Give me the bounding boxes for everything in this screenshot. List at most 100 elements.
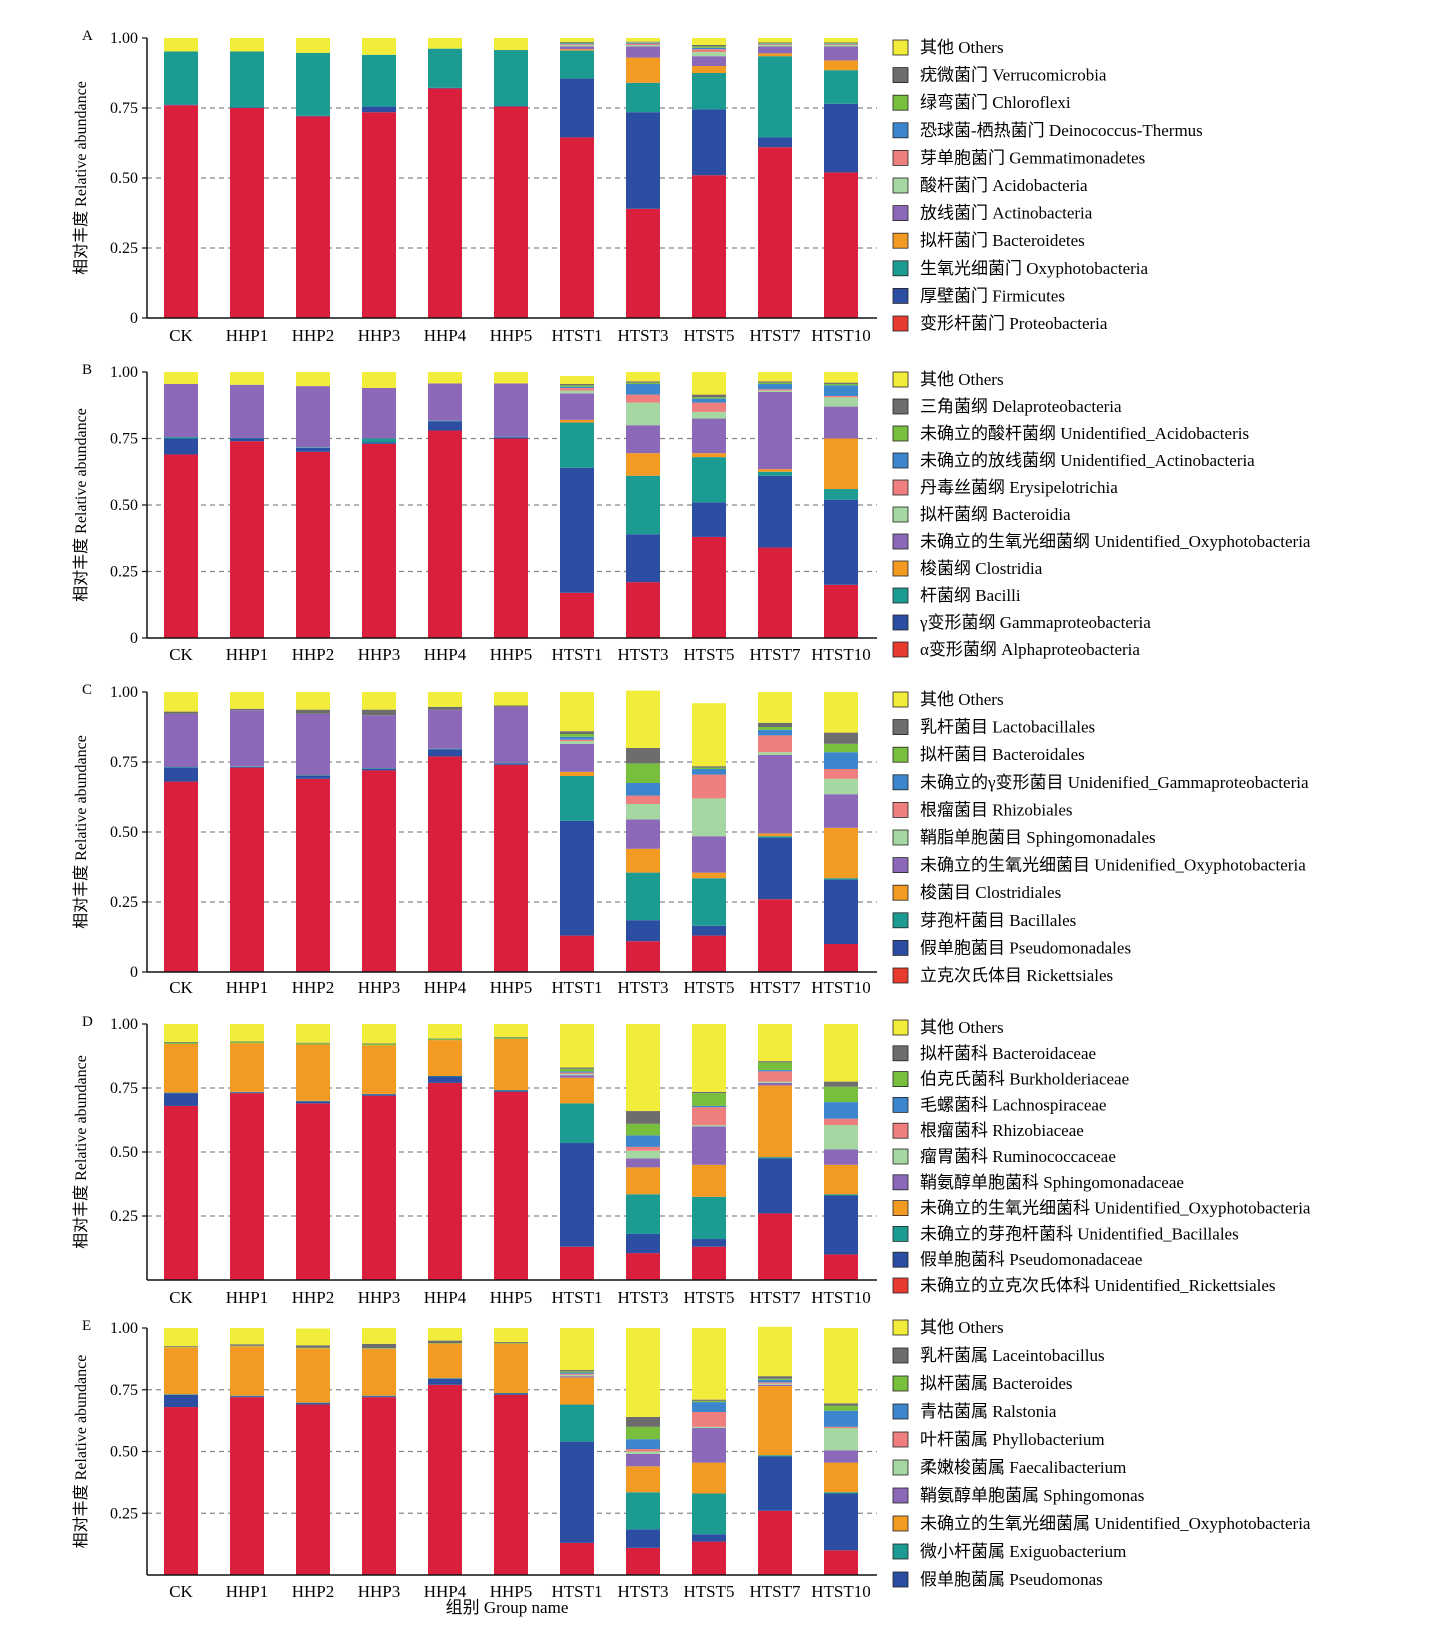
bar-segment bbox=[824, 1125, 858, 1150]
legend-label: 叶杆菌属 Phyllobacterium bbox=[920, 1430, 1105, 1449]
bar-segment bbox=[824, 383, 858, 386]
bar-segment bbox=[428, 430, 462, 638]
category-label: HTST1 bbox=[552, 1288, 603, 1307]
bar-segment bbox=[824, 1410, 858, 1427]
bar-segment bbox=[824, 692, 858, 733]
bar-segment bbox=[230, 1346, 264, 1396]
legend-swatch bbox=[892, 1403, 909, 1420]
bar-segment bbox=[230, 372, 264, 385]
bar-segment bbox=[692, 1493, 726, 1535]
legend-label: 其他 Others bbox=[920, 1318, 1004, 1337]
bar-segment bbox=[758, 547, 792, 638]
bar-segment bbox=[560, 692, 594, 732]
bar-segment bbox=[824, 1195, 858, 1255]
category-label: HHP2 bbox=[292, 978, 335, 997]
bar-segment bbox=[626, 582, 660, 638]
bar-segment bbox=[362, 1093, 396, 1095]
bar-segment bbox=[626, 1150, 660, 1159]
legend-swatch bbox=[892, 452, 909, 469]
bar-segment bbox=[626, 1492, 660, 1530]
bar-segment bbox=[626, 453, 660, 476]
bar-segment bbox=[560, 1376, 594, 1378]
bar-segment bbox=[362, 1348, 396, 1396]
bar-segment bbox=[758, 137, 792, 148]
bar-segment bbox=[692, 1428, 726, 1463]
bar-segment bbox=[824, 46, 858, 61]
bar-segment bbox=[494, 1393, 528, 1395]
bar-segment bbox=[824, 499, 858, 585]
bar-segment bbox=[428, 756, 462, 972]
bar-segment bbox=[626, 41, 660, 43]
bar-segment bbox=[692, 872, 726, 879]
bar-segment bbox=[428, 420, 462, 422]
bar-segment bbox=[428, 1038, 462, 1039]
legend-label: 鞘氨醇单胞菌属 Sphingomonas bbox=[920, 1486, 1144, 1505]
bar-segment bbox=[692, 766, 726, 768]
bar-segment bbox=[494, 1024, 528, 1038]
bar-segment bbox=[560, 1373, 594, 1375]
bar-segment bbox=[230, 107, 264, 108]
legend-label: 微小杆菌属 Exiguobacterium bbox=[920, 1542, 1126, 1561]
bar-segment bbox=[494, 706, 528, 763]
legend-swatch bbox=[892, 587, 909, 604]
bar-segment bbox=[362, 442, 396, 444]
bar-segment bbox=[824, 60, 858, 71]
bar-segment bbox=[296, 1024, 330, 1043]
bar-segment bbox=[758, 836, 792, 838]
bar-segment bbox=[758, 1326, 792, 1377]
bar-segment bbox=[494, 106, 528, 318]
bar-segment bbox=[362, 443, 396, 638]
bar-segment bbox=[230, 1396, 264, 1398]
bar-segment bbox=[824, 584, 858, 638]
legend-swatch bbox=[892, 149, 909, 166]
bar-segment bbox=[230, 1043, 264, 1092]
bar-segment bbox=[692, 372, 726, 395]
bar-segment bbox=[692, 1024, 726, 1092]
bar-segment bbox=[560, 1068, 594, 1072]
legend-label: 伯克氏菌科 Burkholderiaceae bbox=[920, 1070, 1129, 1089]
bar-segment bbox=[692, 769, 726, 775]
category-label: HHP3 bbox=[358, 326, 401, 345]
bar-segment bbox=[824, 1102, 858, 1119]
bar-segment bbox=[560, 736, 594, 740]
y-tick-label: 0.25 bbox=[110, 564, 138, 581]
bar-segment bbox=[560, 741, 594, 744]
category-label: HHP3 bbox=[358, 1288, 401, 1307]
bar-segment bbox=[296, 713, 330, 776]
bar-segment bbox=[494, 372, 528, 384]
legend-swatch bbox=[892, 1019, 909, 1036]
bar-segment bbox=[692, 1426, 726, 1429]
bar-segment bbox=[824, 1493, 858, 1551]
bar-segment bbox=[164, 1043, 198, 1093]
category-label: HTST5 bbox=[684, 1582, 735, 1601]
bar-segment bbox=[692, 46, 726, 48]
legend-swatch bbox=[892, 746, 909, 763]
legend-label: 梭菌纲 Clostridia bbox=[920, 559, 1043, 578]
bar-segment bbox=[758, 1456, 792, 1511]
bar-segment bbox=[824, 172, 858, 318]
bar-segment bbox=[230, 1024, 264, 1042]
category-label: HHP2 bbox=[292, 1288, 335, 1307]
bar-segment bbox=[692, 1399, 726, 1401]
bar-segment bbox=[626, 1111, 660, 1124]
bar-segment bbox=[758, 722, 792, 727]
legend-label: 三角菌纲 Delaproteobacteria bbox=[920, 397, 1122, 416]
bar-segment bbox=[296, 1328, 330, 1346]
bar-segment bbox=[758, 755, 792, 834]
bar-segment bbox=[560, 734, 594, 737]
bar-segment bbox=[758, 38, 792, 43]
category-label: HHP1 bbox=[226, 978, 269, 997]
bar-segment bbox=[626, 748, 660, 764]
bar-segment bbox=[758, 899, 792, 972]
bar-segment bbox=[824, 103, 858, 173]
legend-swatch bbox=[892, 1347, 909, 1364]
bar-segment bbox=[626, 1158, 660, 1168]
bar-segment bbox=[692, 1093, 726, 1106]
legend-label: 根瘤菌科 Rhizobiaceae bbox=[920, 1121, 1084, 1140]
legend-label: 假单胞菌目 Pseudomonadales bbox=[920, 938, 1131, 957]
legend-label: 鞘氨醇单胞菌科 Sphingomonadaceae bbox=[920, 1173, 1184, 1192]
bar-segment bbox=[692, 1164, 726, 1197]
bar-segment bbox=[428, 38, 462, 49]
legend-swatch bbox=[892, 1319, 909, 1336]
category-label: HTST3 bbox=[618, 326, 669, 345]
